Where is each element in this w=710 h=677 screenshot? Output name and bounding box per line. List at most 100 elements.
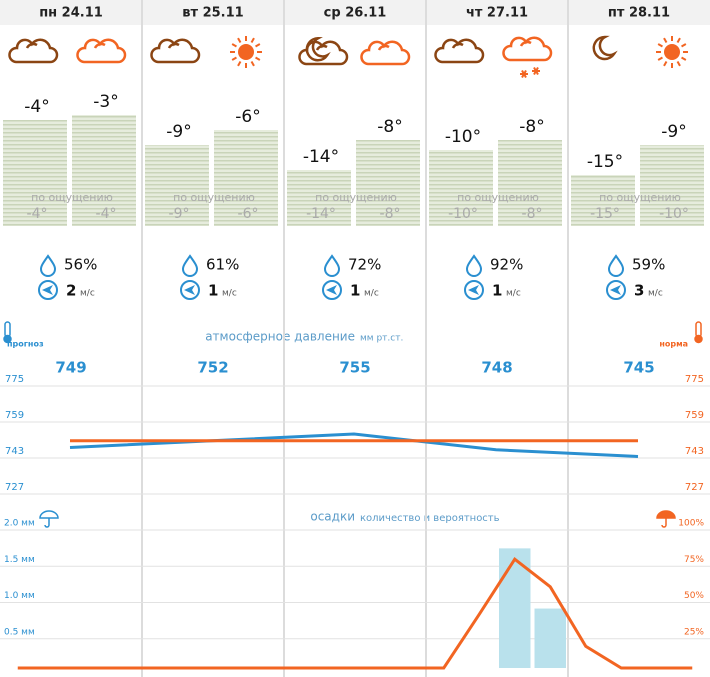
sun-ray xyxy=(250,37,255,43)
probability-line xyxy=(17,557,693,670)
feels-value: -9° xyxy=(169,206,190,222)
sun-ray xyxy=(676,37,681,43)
wind-icon xyxy=(606,280,626,300)
temp-label: -9° xyxy=(166,122,191,142)
wind-speed: 1 xyxy=(350,282,360,300)
temp-bar xyxy=(356,140,420,226)
y-tick-label: 727 xyxy=(5,482,24,493)
temp-label: -10° xyxy=(445,127,481,147)
cloud-icon xyxy=(502,36,553,62)
y2-tick-label: 743 xyxy=(685,446,704,457)
sun-icon xyxy=(664,44,680,60)
forecast-label: прогноз xyxy=(7,340,44,349)
sun-ray xyxy=(663,37,668,43)
y-tick-label: 1.5 мм xyxy=(4,555,35,565)
temp-label: -14° xyxy=(303,147,339,167)
temp-bar xyxy=(3,120,67,226)
y2-tick-label: 25% xyxy=(684,627,704,637)
temp-bar xyxy=(72,115,136,226)
feels-value: -8° xyxy=(522,206,543,222)
sun-ray xyxy=(237,61,242,67)
day-label: пн 24.11 xyxy=(39,6,103,21)
y-tick-label: 0.5 мм xyxy=(4,627,35,637)
wind-speed: 1 xyxy=(208,282,218,300)
wind-unit: м/с xyxy=(80,289,95,299)
wind-unit: м/с xyxy=(364,289,379,299)
wind-arrow xyxy=(610,285,621,295)
pressure-unit: мм рт.ст. xyxy=(360,334,403,344)
cloud-icon xyxy=(298,40,349,66)
thermo-icon xyxy=(694,321,703,344)
temp-label: -8° xyxy=(519,117,544,137)
sun-ray xyxy=(231,56,237,61)
temp-bar xyxy=(429,150,493,226)
wind-icon xyxy=(38,280,58,300)
y2-tick-label: 100% xyxy=(678,519,704,529)
wind-unit: м/с xyxy=(648,289,663,299)
day-label: вт 25.11 xyxy=(182,6,243,21)
humidity: 61% xyxy=(206,256,239,274)
humidity: 59% xyxy=(632,256,665,274)
pressure-title: атмосферное давление xyxy=(205,330,355,344)
wind-unit: м/с xyxy=(506,289,521,299)
drop-icon xyxy=(181,254,199,277)
wind-icon xyxy=(322,280,342,300)
sun-ray xyxy=(255,56,261,61)
wind-speed: 2 xyxy=(66,282,76,300)
humidity: 56% xyxy=(64,256,97,274)
y2-tick-label: 75% xyxy=(684,555,704,565)
day-label: чт 27.11 xyxy=(466,6,528,21)
pressure-line xyxy=(69,432,639,458)
precip-subtitle: количество и вероятность xyxy=(360,513,500,524)
sun-ray xyxy=(657,56,663,61)
drop-icon xyxy=(465,254,483,277)
sun-ray xyxy=(231,43,237,48)
temp-bar xyxy=(498,140,562,226)
feels-value: -6° xyxy=(238,206,259,222)
pressure-value: 745 xyxy=(623,359,654,377)
temp-bar xyxy=(571,175,635,226)
feels-value: -4° xyxy=(27,206,48,222)
y2-tick-label: 50% xyxy=(684,591,704,601)
wind-speed: 1 xyxy=(492,282,502,300)
sun-ray xyxy=(663,61,668,67)
feels-value: -4° xyxy=(96,206,117,222)
pressure-value: 749 xyxy=(55,359,86,377)
sun-ray xyxy=(657,43,663,48)
day-label: ср 26.11 xyxy=(324,6,387,21)
cloud-icon xyxy=(360,40,411,66)
norm-label: норма xyxy=(659,340,688,349)
feels-value: -10° xyxy=(448,206,478,222)
snow-flake xyxy=(533,67,539,75)
header-bar xyxy=(0,0,710,25)
y-tick-label: 1.0 мм xyxy=(4,591,35,601)
feels-caption: по ощущению xyxy=(315,191,397,204)
feels-caption: по ощущению xyxy=(457,191,539,204)
moon-icon xyxy=(592,35,618,61)
sun-ray xyxy=(237,37,242,43)
drop-icon xyxy=(323,254,341,277)
sun-ray xyxy=(676,61,681,67)
temp-label: -6° xyxy=(235,107,260,127)
feels-value: -14° xyxy=(306,206,336,222)
drop-icon xyxy=(607,254,625,277)
sun-ray xyxy=(681,56,687,61)
wind-icon xyxy=(464,280,484,300)
precip-bar xyxy=(534,608,566,668)
feels-caption: по ощущению xyxy=(173,191,255,204)
y-tick-label: 759 xyxy=(5,410,24,421)
sun-ray xyxy=(250,61,255,67)
temp-label: -8° xyxy=(377,117,402,137)
wind-unit: м/с xyxy=(222,289,237,299)
cloud-icon xyxy=(434,38,485,64)
cloud-icon xyxy=(76,38,127,64)
temp-bar xyxy=(640,145,704,226)
umbrella-icon xyxy=(656,510,676,528)
cloud-icon xyxy=(8,38,59,64)
temp-bar xyxy=(214,130,278,226)
drop-icon xyxy=(39,254,57,277)
feels-value: -8° xyxy=(380,206,401,222)
sun-icon xyxy=(238,44,254,60)
wind-arrow xyxy=(326,285,337,295)
